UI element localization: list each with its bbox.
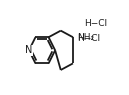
Text: N: N [25, 45, 33, 55]
Text: NH₂: NH₂ [77, 33, 94, 42]
Text: H−Cl: H−Cl [77, 34, 100, 43]
Text: H−Cl: H−Cl [84, 19, 107, 28]
